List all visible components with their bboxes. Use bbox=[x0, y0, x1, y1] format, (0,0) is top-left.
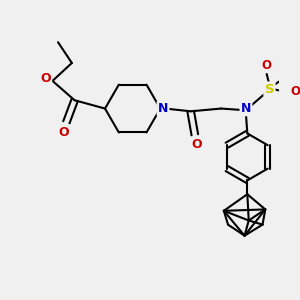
Text: O: O bbox=[262, 59, 272, 72]
Text: N: N bbox=[241, 102, 251, 115]
Text: O: O bbox=[58, 125, 69, 139]
Text: O: O bbox=[191, 138, 202, 151]
Text: O: O bbox=[40, 72, 51, 85]
Text: O: O bbox=[291, 85, 300, 98]
Text: S: S bbox=[265, 83, 274, 96]
Text: N: N bbox=[158, 102, 168, 115]
